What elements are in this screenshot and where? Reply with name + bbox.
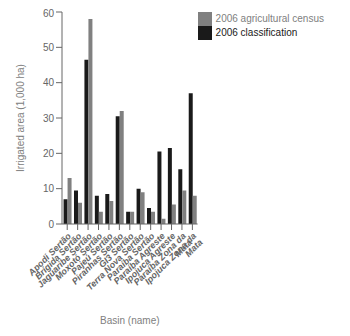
svg-text:30: 30 — [43, 113, 55, 124]
svg-text:50: 50 — [43, 42, 55, 53]
svg-text:Irrigated area (1,000 ha): Irrigated area (1,000 ha) — [15, 64, 26, 172]
svg-text:60: 60 — [43, 8, 55, 19]
svg-text:0: 0 — [48, 219, 54, 230]
svg-text:10: 10 — [43, 183, 55, 194]
svg-text:Ipojuca Zona daMata: Ipojuca Zona daMata — [143, 231, 205, 293]
svg-text:20: 20 — [43, 148, 55, 159]
svg-text:Basin (name): Basin (name) — [100, 315, 159, 326]
svg-text:40: 40 — [43, 77, 55, 88]
